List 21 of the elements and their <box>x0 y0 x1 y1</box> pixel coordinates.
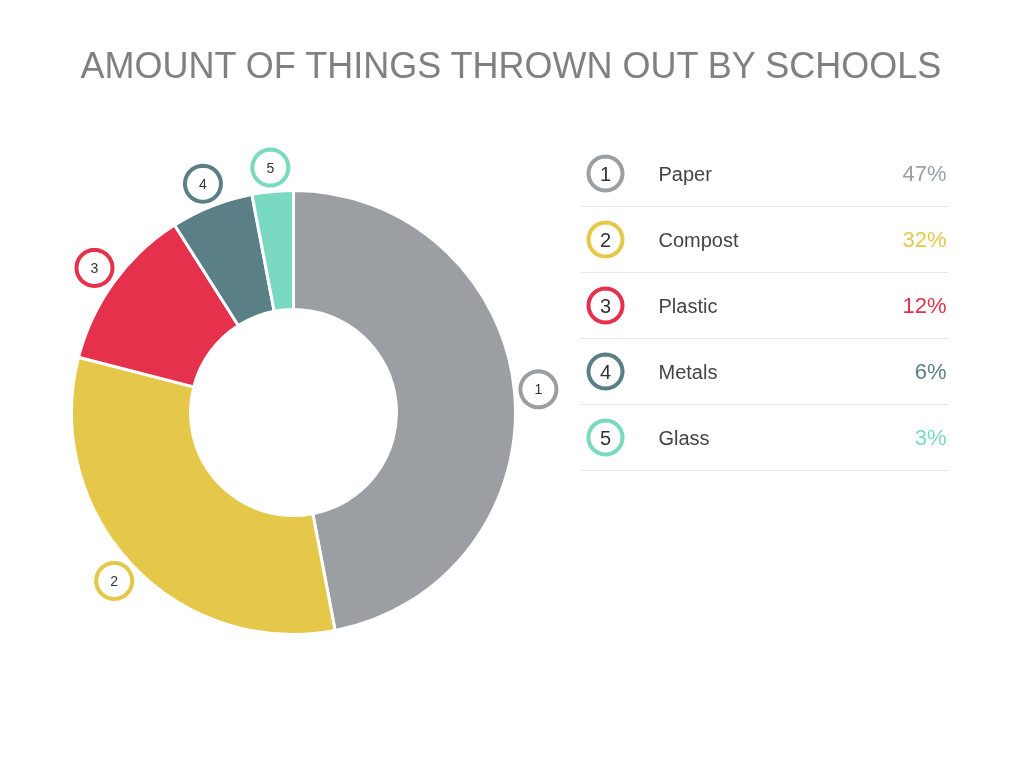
legend-label: Compost <box>658 228 739 251</box>
data-label: 12% <box>902 293 947 318</box>
text: 5 <box>266 159 275 176</box>
text: 3 <box>90 259 99 276</box>
text: 5 <box>599 426 612 449</box>
text: 3 <box>599 294 612 317</box>
legend-label: Glass <box>658 426 710 449</box>
legend-label: Metals <box>658 360 718 383</box>
data-label: 47% <box>902 161 947 186</box>
text: 4 <box>599 360 612 383</box>
text: 4 <box>199 175 208 192</box>
legend-label: Plastic <box>658 294 718 317</box>
data-label: 32% <box>902 227 947 252</box>
data-label: 3% <box>914 425 947 450</box>
legend-label: Paper <box>658 162 713 185</box>
text: 1 <box>534 381 543 398</box>
chart-title: AMOUNT OF THINGS THROWN OUT BY SCHOOLS <box>80 45 942 86</box>
text: 2 <box>110 572 119 589</box>
data-label: 6% <box>914 359 947 384</box>
text: 1 <box>599 162 612 185</box>
text: 2 <box>599 228 612 251</box>
